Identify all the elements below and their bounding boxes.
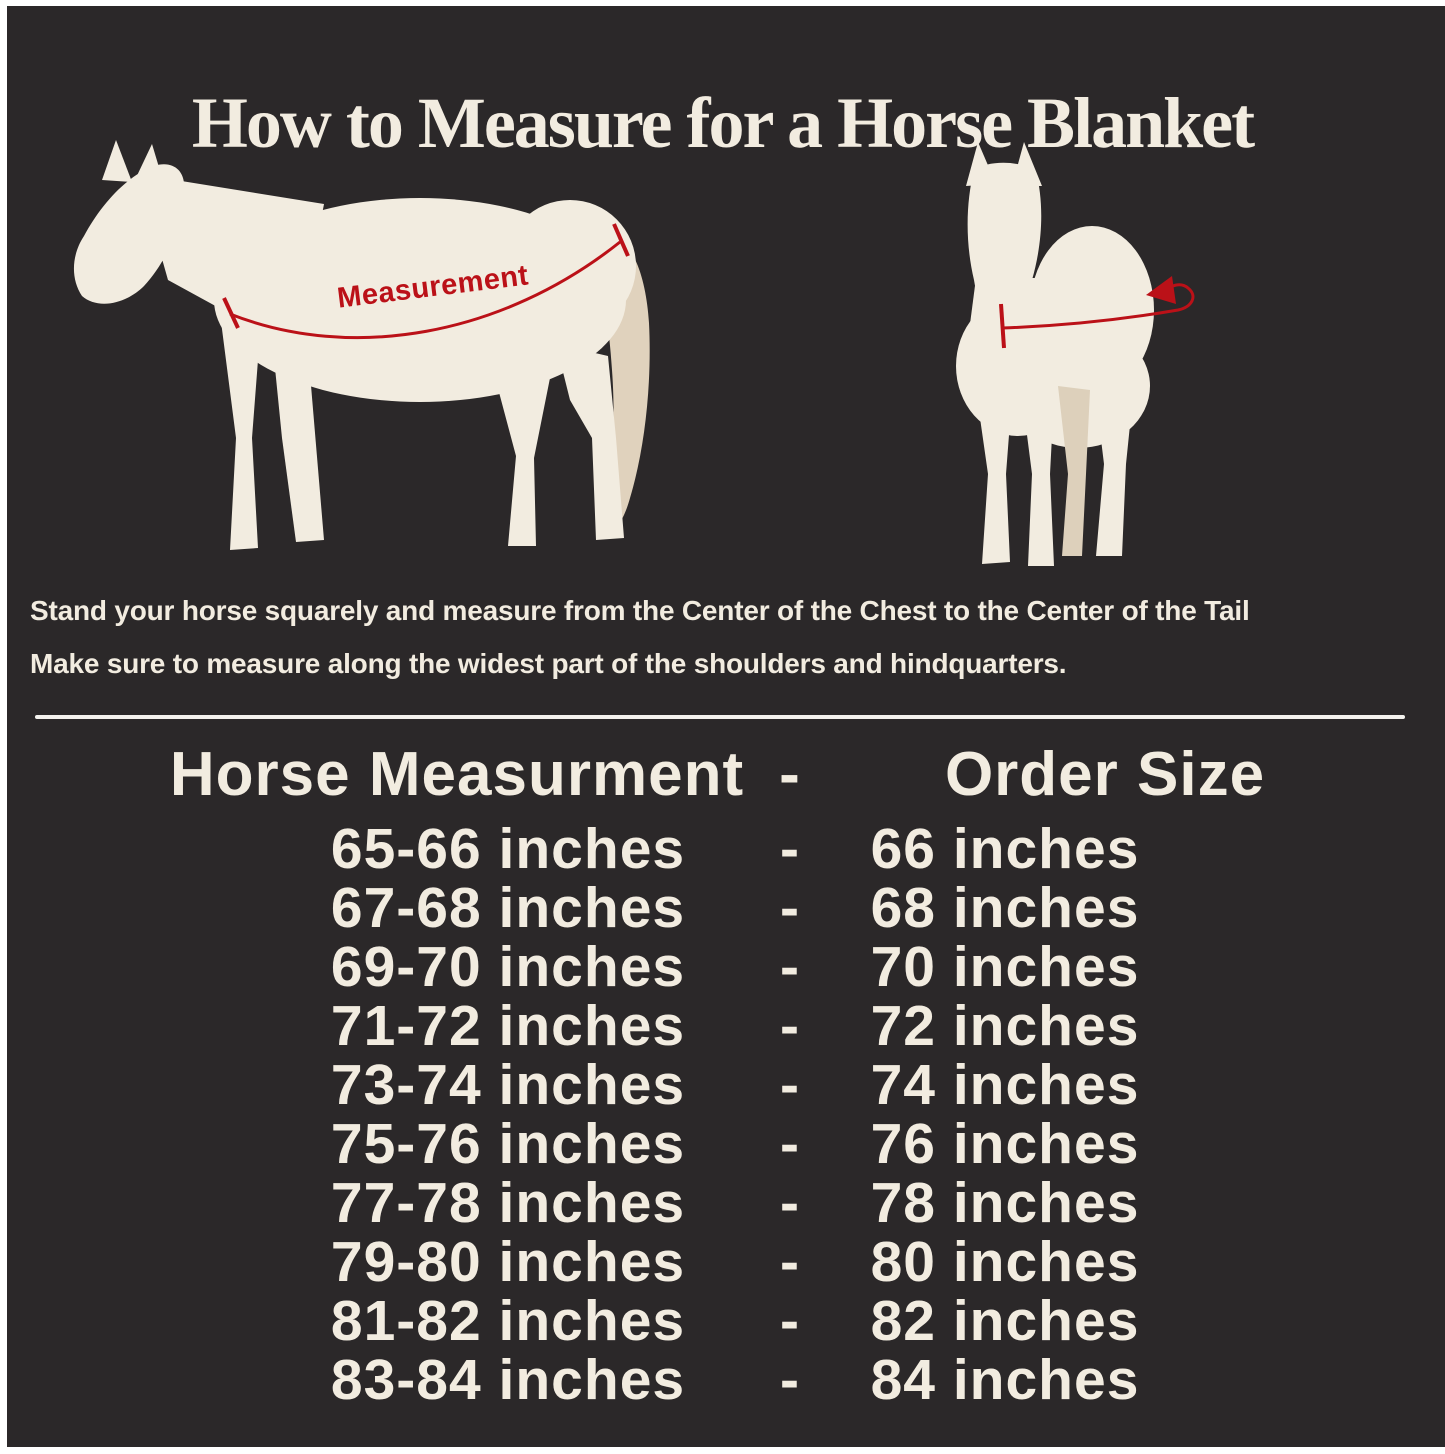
side-horse-body <box>73 140 636 550</box>
divider-line <box>35 715 1405 719</box>
horse-tail <box>589 230 650 532</box>
instructions-line-1: Stand your horse squarely and measure fr… <box>30 595 1250 626</box>
girth-arrow <box>999 283 1195 349</box>
instructions-line-2: Make sure to measure along the widest pa… <box>30 648 1067 679</box>
front-horse-figure <box>930 136 1230 580</box>
front-horse-far-leg <box>1058 386 1090 556</box>
measurement-line <box>222 223 630 340</box>
girth-arrowhead <box>1146 276 1176 304</box>
front-horse-body <box>956 142 1154 566</box>
page-title: How to Measure for a Horse Blanket <box>191 83 1255 164</box>
side-horse-illustration: Measurement <box>73 140 650 550</box>
side-horse-figure: Measurement <box>72 138 712 578</box>
front-horse-illustration <box>956 142 1195 566</box>
instructions-text: Stand your horse squarely and measure fr… <box>30 584 1435 690</box>
